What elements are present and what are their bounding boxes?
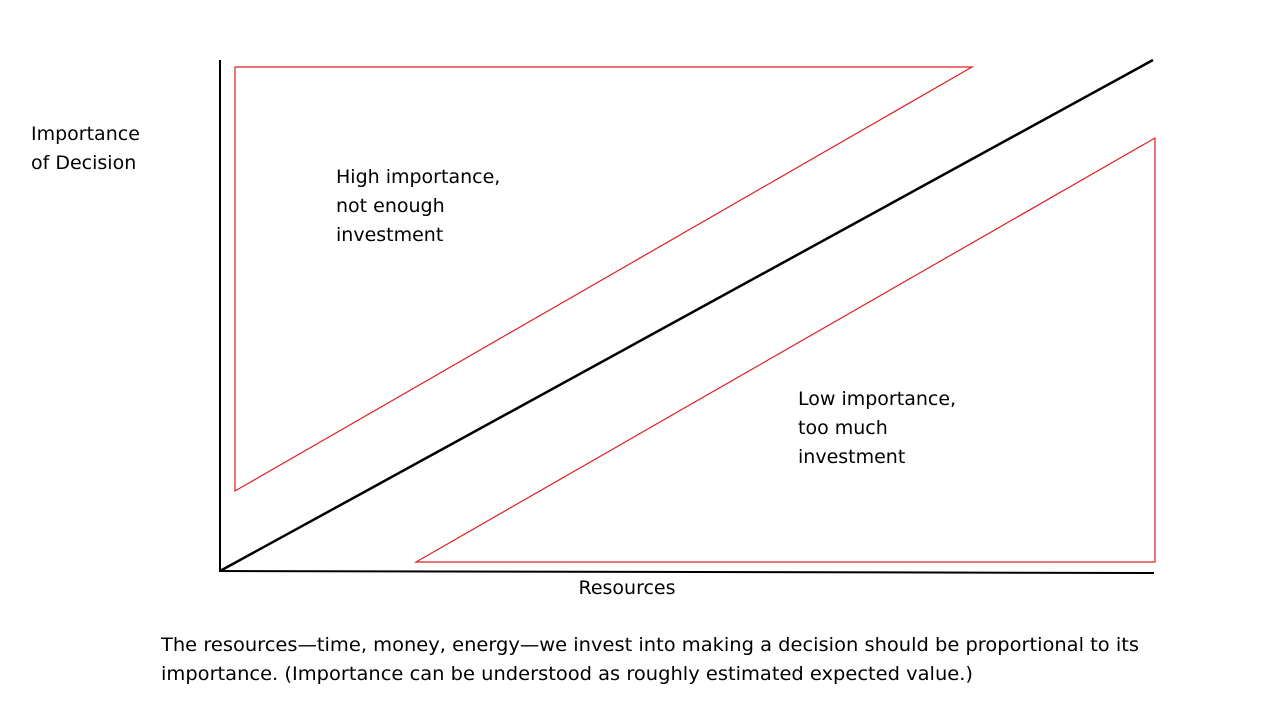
proportional-line [219, 58, 1154, 573]
region-label: Low importance, [798, 388, 956, 410]
y-axis-label: of Decision [31, 152, 136, 174]
high-importance-region [234, 66, 975, 493]
caption: The resources—time, money, energy—we inv… [160, 634, 1139, 656]
y-axis-label: Importance [31, 123, 140, 145]
low-importance-region [413, 136, 1156, 563]
x-axis-label: Resources [578, 577, 675, 599]
caption: importance. (Importance can be understoo… [161, 663, 973, 685]
region-label: High importance, [336, 166, 500, 188]
x-axis [219, 570, 1155, 574]
region-label: investment [798, 446, 905, 468]
region-label: investment [336, 224, 443, 246]
region-label: too much [798, 417, 888, 439]
region-label: not enough [336, 195, 445, 217]
